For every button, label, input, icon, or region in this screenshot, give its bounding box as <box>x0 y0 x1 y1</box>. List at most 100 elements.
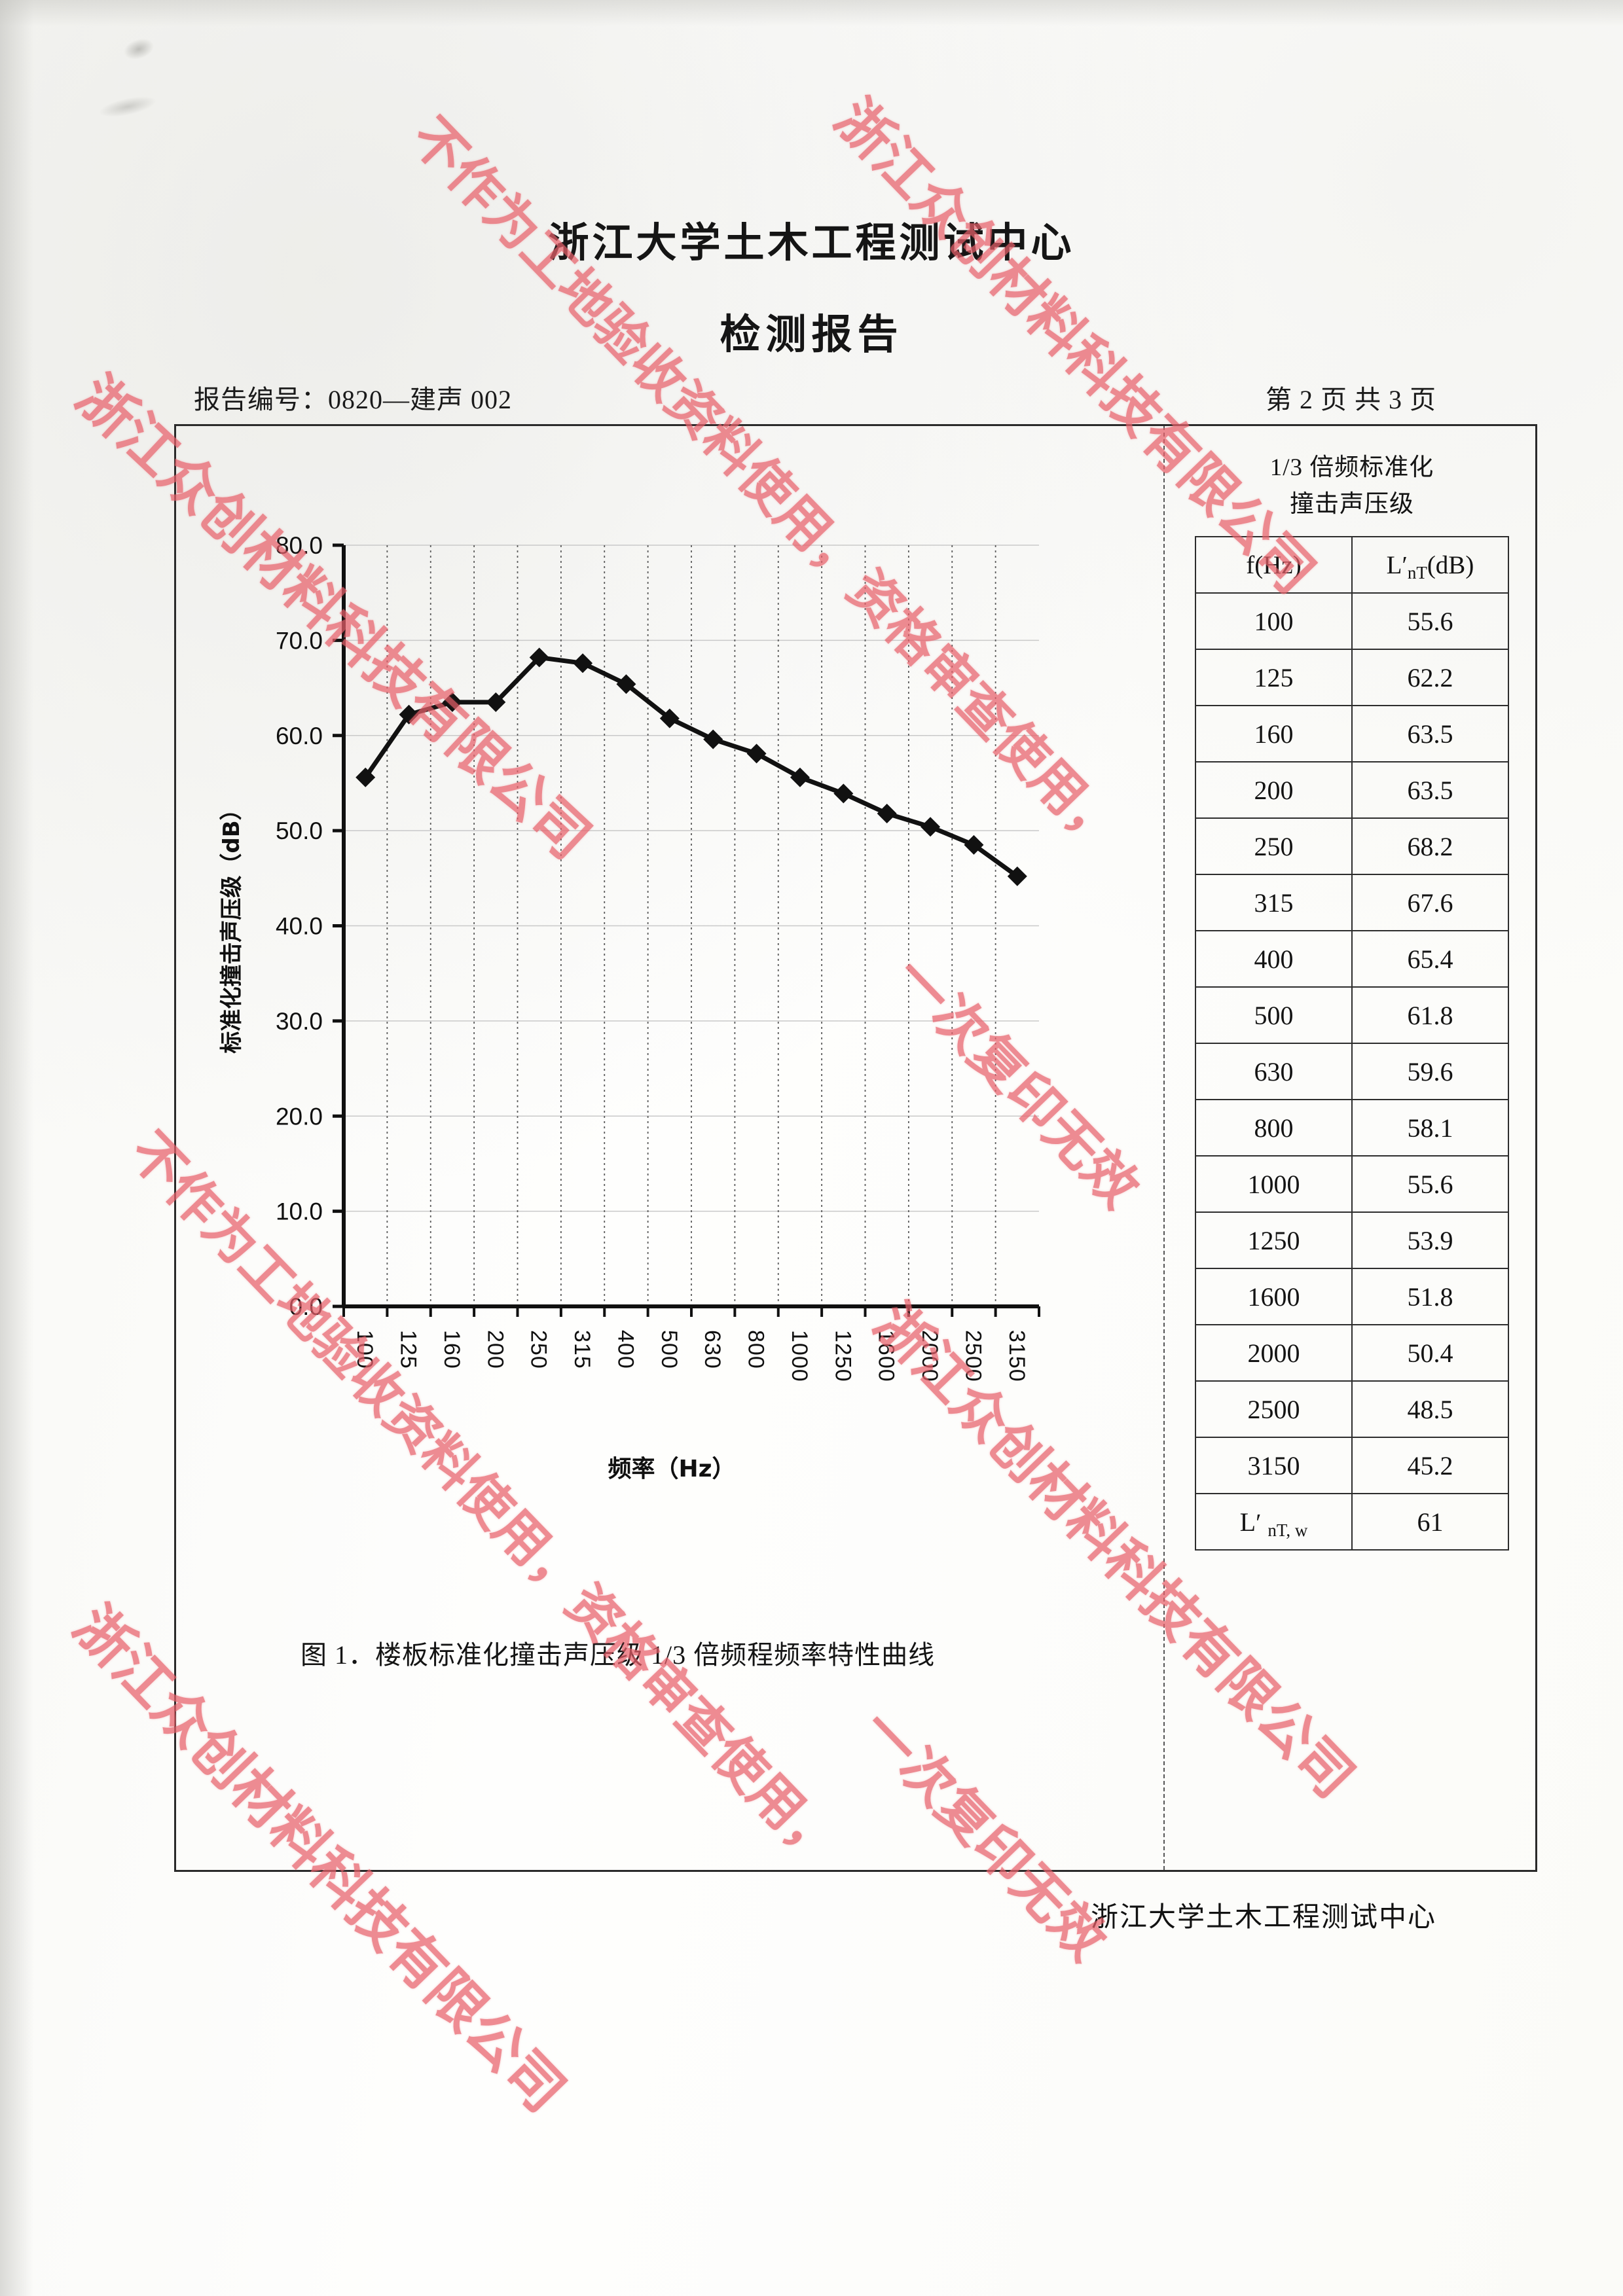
data-point-marker <box>573 653 593 673</box>
cell-level: 53.9 <box>1351 1211 1509 1269</box>
x-tick-label-text: 2500 <box>960 1330 985 1382</box>
x-tick-label: 125 <box>396 1330 421 1369</box>
cell-level: 62.2 <box>1351 649 1509 706</box>
table-summary-row: L′ nT, w 61 <box>1195 1493 1509 1551</box>
data-point-marker <box>659 708 680 728</box>
table-row: 100 55.6 <box>1195 592 1509 650</box>
x-tick-label-text: 800 <box>744 1330 769 1369</box>
cell-level: 65.4 <box>1351 930 1509 988</box>
table-row: 630 59.6 <box>1195 1043 1509 1100</box>
x-tick-label-text: 250 <box>526 1330 551 1369</box>
cell-frequency: 160 <box>1195 705 1353 762</box>
table-row: 1600 51.8 <box>1195 1268 1509 1325</box>
document-title-line-1: 浙江大学土木工程测试中心 <box>548 221 1075 266</box>
impact-sound-chart: 0.0 10.0 20.0 30.0 40.0 50.0 60.0 70.0 80.0 100 12… <box>176 426 1163 1874</box>
column-header-level: L′nT(dB) <box>1351 536 1509 594</box>
table-row: 250 68.2 <box>1195 817 1509 875</box>
table-row: 160 63.5 <box>1195 705 1509 762</box>
cell-level: 63.5 <box>1351 761 1509 819</box>
data-point-marker <box>790 767 810 787</box>
x-tick-label: 1600 <box>874 1330 899 1382</box>
summary-prime: ′ <box>1256 1509 1262 1537</box>
table-title-line-1: 1/3 倍频标准化 <box>1269 454 1434 481</box>
x-tick-label-text: 2000 <box>917 1330 942 1382</box>
chart-svg: 0.0 10.0 20.0 30.0 40.0 50.0 60.0 70.0 80.0 100 12… <box>219 532 1040 1482</box>
x-tick-label: 1250 <box>830 1330 855 1382</box>
page-number: 第 2 页 共 3 页 <box>1266 385 1436 414</box>
cell-level: 51.8 <box>1351 1268 1509 1325</box>
cell-frequency: 630 <box>1195 1043 1353 1100</box>
x-tick-label: 800 <box>744 1330 769 1369</box>
report-number: 报告编号：0820—建声 002 <box>194 385 512 414</box>
cell-level: 55.6 <box>1351 592 1509 650</box>
data-table-panel: 1/3 倍频标准化 撞击声压级 f(Hz) L′nT(dB) 100 55.6 12… <box>1165 426 1539 1874</box>
x-tick-label-text: 160 <box>439 1330 464 1369</box>
cell-frequency: 3150 <box>1195 1437 1353 1494</box>
summary-symbol: L <box>1239 1507 1256 1537</box>
cell-level: 63.5 <box>1351 705 1509 762</box>
data-point-marker <box>877 803 897 823</box>
y-tick-label: 0.0 <box>289 1293 323 1320</box>
data-point-marker <box>486 692 506 712</box>
table-row: 1000 55.6 <box>1195 1155 1509 1213</box>
cell-level: 55.6 <box>1351 1155 1509 1213</box>
cell-frequency: 2000 <box>1195 1324 1353 1382</box>
x-tick-label-text: 125 <box>396 1330 421 1369</box>
cell-level: 59.6 <box>1351 1043 1509 1100</box>
scan-smudge <box>120 35 157 63</box>
table-title-line-2: 撞击声压级 <box>1290 491 1414 518</box>
cell-level: 61.8 <box>1351 986 1509 1044</box>
cell-level: 67.6 <box>1351 874 1509 931</box>
x-tick-label: 250 <box>526 1330 551 1369</box>
data-point-marker <box>1007 866 1027 886</box>
y-axis-title-text: 标准化撞击声压级（dB） <box>219 798 245 1053</box>
cell-frequency: 200 <box>1195 761 1353 819</box>
y-tick-label: 50.0 <box>276 817 323 844</box>
cell-frequency: 800 <box>1195 1099 1353 1157</box>
cell-level: 58.1 <box>1351 1099 1509 1157</box>
table-header-row: f(Hz) L′nT(dB) <box>1195 536 1509 594</box>
summary-value: 61 <box>1351 1493 1509 1551</box>
x-tick-label: 1000 <box>787 1330 812 1382</box>
x-tick-label: 200 <box>483 1330 507 1369</box>
cell-frequency: 400 <box>1195 930 1353 988</box>
cell-frequency: 315 <box>1195 874 1353 931</box>
level-symbol: L <box>1386 550 1402 579</box>
cell-frequency: 125 <box>1195 649 1353 706</box>
x-tick-label: 2000 <box>917 1330 942 1382</box>
footer-organization: 浙江大学土木工程测试中心 <box>1090 1903 1436 1933</box>
table-row: 500 61.8 <box>1195 986 1509 1044</box>
table-row: 2000 50.4 <box>1195 1324 1509 1382</box>
x-tick-label: 160 <box>439 1330 464 1369</box>
table-row: 2500 48.5 <box>1195 1380 1509 1438</box>
table-row: 125 62.2 <box>1195 649 1509 706</box>
data-point-marker <box>356 767 376 787</box>
table-row: 800 58.1 <box>1195 1099 1509 1157</box>
level-unit: (dB) <box>1427 550 1474 579</box>
x-tick-label: 3150 <box>1004 1330 1029 1382</box>
figure-caption: 图 1．楼板标准化撞击声压级 1/3 倍频程频率特性曲线 <box>301 1640 936 1670</box>
table-row: 3150 45.2 <box>1195 1437 1509 1494</box>
x-tick-label-text: 3150 <box>1004 1330 1029 1382</box>
x-tick-label-text: 500 <box>657 1330 682 1369</box>
level-prime: ′ <box>1402 551 1408 579</box>
x-tick-label-text: 400 <box>613 1330 638 1369</box>
x-tick-label-text: 1250 <box>830 1330 855 1382</box>
table-row: 400 65.4 <box>1195 930 1509 988</box>
summary-subscript: nT, w <box>1267 1520 1308 1540</box>
frame-divider <box>1163 426 1165 1870</box>
data-point-marker <box>921 817 941 837</box>
x-tick-label: 630 <box>700 1330 725 1369</box>
cell-frequency: 1600 <box>1195 1268 1353 1325</box>
cell-frequency: 500 <box>1195 986 1353 1044</box>
y-tick-label: 60.0 <box>276 723 323 749</box>
table-row: 1250 53.9 <box>1195 1211 1509 1269</box>
scan-edge-top <box>0 0 1623 26</box>
cell-level: 45.2 <box>1351 1437 1509 1494</box>
table-body: 100 55.6 125 62.2 160 63.5 200 63.5 250 68.2 315 67… <box>1195 592 1509 1494</box>
x-tick-label-text: 1600 <box>874 1330 899 1382</box>
summary-label: L′ nT, w <box>1195 1493 1353 1551</box>
cell-frequency: 250 <box>1195 817 1353 875</box>
level-subscript: nT <box>1407 562 1427 583</box>
